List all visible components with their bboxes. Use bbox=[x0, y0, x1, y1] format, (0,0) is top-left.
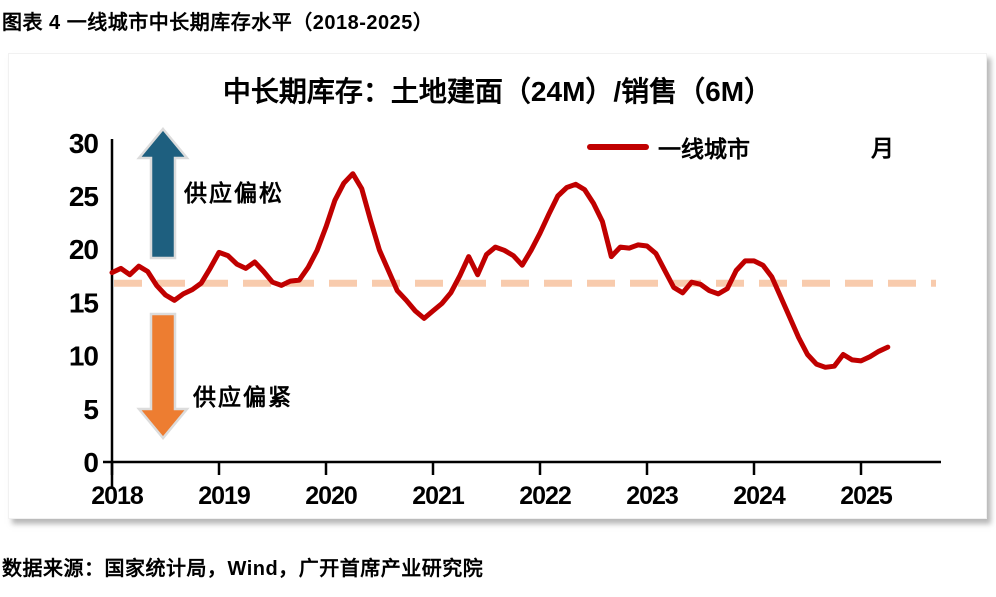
chart-image: 中长期库存：土地建面（24M）/销售（6M） 一线城市 月 2018 2019 20… bbox=[8, 53, 987, 519]
x-tick-label: 2021 bbox=[412, 482, 465, 510]
legend-label: 一线城市 bbox=[658, 136, 750, 162]
annotation-supply-loose: 供应偏松 bbox=[184, 180, 284, 206]
supply-loose-up-arrow-icon bbox=[136, 127, 190, 260]
x-tick-label: 2020 bbox=[305, 482, 357, 510]
y-tick-label: 5 bbox=[83, 394, 98, 425]
axis-tick-labels: 2018 2019 2020 2021 2022 2023 2024 202505101520… bbox=[69, 128, 894, 510]
y-axis-unit-label: 月 bbox=[871, 135, 894, 161]
y-tick-label: 20 bbox=[69, 234, 99, 265]
data-source: 数据来源：国家统计局，Wind，广开首席产业研究院 bbox=[2, 558, 484, 580]
legend-line-swatch bbox=[587, 144, 649, 150]
x-tick-label: 2019 bbox=[198, 482, 250, 510]
y-tick-label: 10 bbox=[69, 341, 99, 372]
x-tick-label: 2022 bbox=[519, 482, 571, 510]
x-tick-label: 2023 bbox=[626, 482, 678, 510]
y-tick-label: 0 bbox=[83, 447, 98, 478]
chart-title: 中长期库存：土地建面（24M）/销售（6M） bbox=[222, 76, 773, 107]
y-tick-label: 25 bbox=[69, 181, 99, 212]
figure-caption: 图表 4 一线城市中长期库存水平（2018-2025） bbox=[2, 12, 434, 34]
x-tick-label: 2024 bbox=[733, 482, 786, 510]
y-tick-label: 30 bbox=[69, 128, 99, 159]
annotation-supply-tight: 供应偏紧 bbox=[193, 384, 293, 410]
legend: 一线城市 bbox=[587, 130, 750, 164]
line-chart-plot: 2018 2019 2020 2021 2022 2023 2024 202505101520… bbox=[69, 127, 941, 510]
series-line bbox=[109, 171, 891, 370]
y-tick-label: 15 bbox=[69, 287, 99, 318]
axes bbox=[103, 139, 941, 488]
supply-tight-down-arrow-icon bbox=[136, 312, 190, 440]
x-tick-label: 2018 bbox=[91, 482, 144, 510]
x-tick-label: 2025 bbox=[840, 482, 893, 510]
